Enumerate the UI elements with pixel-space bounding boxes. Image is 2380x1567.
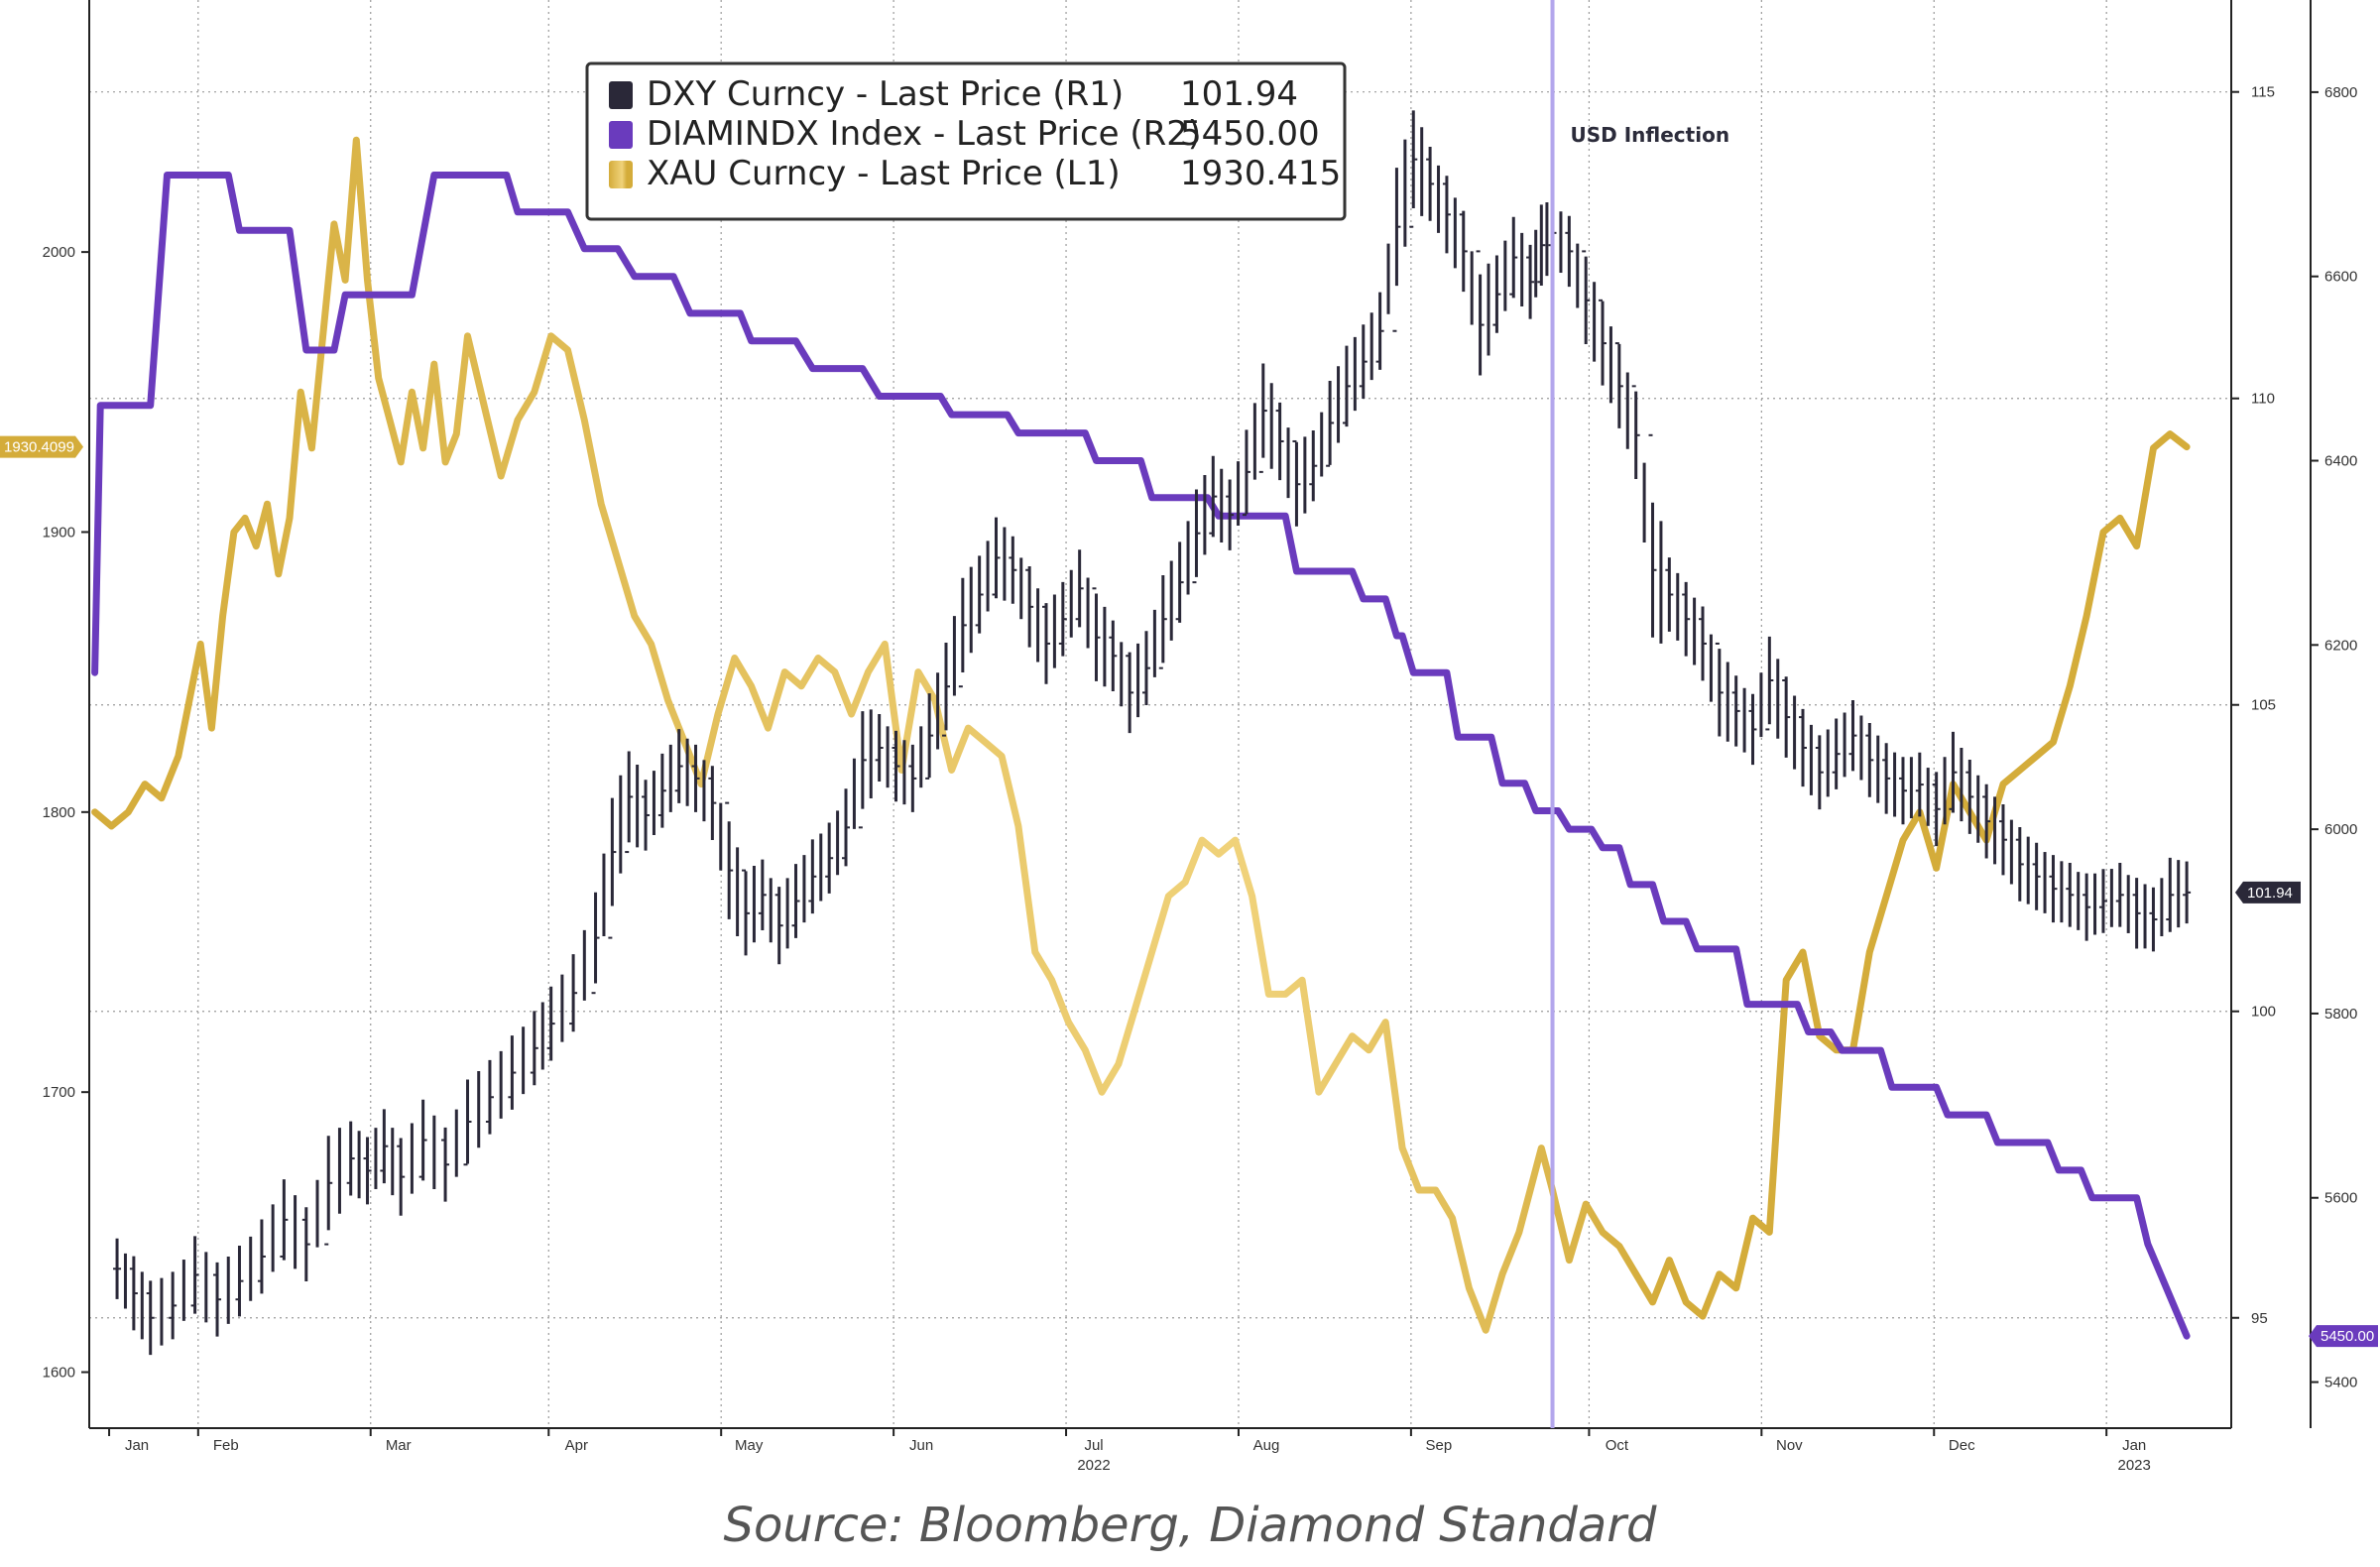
r2-tick-label: 6200	[2324, 637, 2357, 654]
month-label: Jan	[125, 1437, 149, 1454]
xau-last-badge: 1930.4099	[4, 439, 74, 456]
legend-swatch-dxy	[609, 81, 633, 109]
legend-item-label: DXY Curncy - Last Price (R1)	[647, 74, 1124, 114]
dxy-last-badge: 101.94	[2247, 885, 2293, 902]
r2-tick-label: 6800	[2324, 84, 2357, 101]
legend-item-value: 101.94	[1180, 74, 1298, 114]
dxy-series	[113, 110, 2192, 1356]
diamindx-last-badge-bg	[2309, 1325, 2378, 1348]
month-label: Jun	[909, 1437, 933, 1454]
month-label: Apr	[565, 1437, 588, 1454]
series-layer	[91, 110, 2192, 1356]
r2-tick-label: 5800	[2324, 1006, 2357, 1023]
legend-box	[585, 61, 1347, 221]
legend-item-value: 1930.415	[1180, 154, 1341, 193]
l1-tick-label: 1600	[43, 1365, 75, 1382]
xau-last-badge-bg	[0, 435, 83, 458]
r1-tick-label: 100	[2251, 1004, 2276, 1021]
usd-inflection-label: USD Inflection	[1571, 123, 1730, 147]
annotation-layer: USD Inflection	[1550, 0, 1730, 1428]
legend: DXY Curncy - Last Price (R1) 101.94DIAMIN…	[585, 61, 1347, 221]
r1-tick-label: 105	[2251, 697, 2276, 714]
r2-tick-label: 5400	[2324, 1375, 2357, 1391]
legend-item-label: XAU Curncy - Last Price (L1)	[647, 154, 1121, 193]
month-label: May	[735, 1437, 764, 1454]
diamindx-series-line	[91, 172, 2191, 1340]
source-caption: Source: Bloomberg, Diamond Standard	[723, 1498, 1657, 1553]
year-label: 2022	[1077, 1457, 1110, 1474]
month-label: Jul	[1084, 1437, 1103, 1454]
r1-tick-label: 115	[2251, 84, 2275, 101]
month-label: Mar	[386, 1437, 412, 1454]
l1-tick-label: 1700	[43, 1084, 75, 1101]
month-label: Sep	[1426, 1437, 1453, 1454]
l1-tick-label: 1800	[43, 804, 75, 821]
month-label: Oct	[1606, 1437, 1629, 1454]
year-label: 2023	[2117, 1457, 2150, 1474]
month-label: Feb	[213, 1437, 239, 1454]
month-label: Aug	[1253, 1437, 1280, 1454]
r1-tick-label: 95	[2251, 1310, 2268, 1327]
r2-tick-label: 6600	[2324, 269, 2357, 286]
month-label: Jan	[2122, 1437, 2146, 1454]
l1-tick-label: 2000	[43, 244, 75, 261]
r2-tick-label: 6000	[2324, 821, 2357, 838]
r1-tick-label: 110	[2251, 391, 2275, 408]
legend-swatch-xau	[609, 161, 633, 188]
badge-layer: 1930.4099 101.94 5450.00	[0, 435, 2378, 1348]
l1-tick-label: 1900	[43, 524, 75, 541]
diamindx-last-badge: 5450.00	[2320, 1328, 2374, 1345]
month-label: Nov	[1776, 1437, 1803, 1454]
legend-item-value: 5450.00	[1180, 114, 1320, 154]
r2-tick-label: 6400	[2324, 453, 2357, 470]
month-label: Dec	[1949, 1437, 1975, 1454]
r2-tick-label: 5600	[2324, 1190, 2357, 1207]
axes: 1600 1700 1800 1900 2000 95 100 105 110 115 5400 56…	[43, 0, 2357, 1474]
dxy-last-badge-bg	[2235, 881, 2301, 904]
legend-swatch-diamindx	[609, 121, 633, 149]
xau-series-line	[91, 136, 2191, 1334]
legend-item-label: DIAMINDX Index - Last Price (R2)	[647, 114, 1201, 154]
